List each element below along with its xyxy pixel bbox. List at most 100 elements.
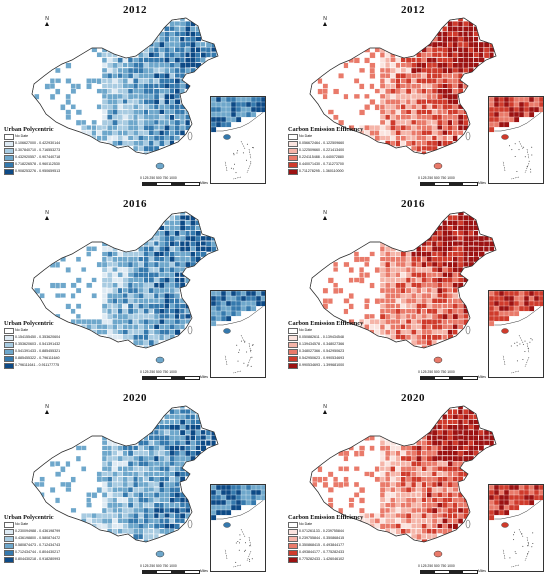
map-panel-p2012-urban: 2012 N ▲ Urban Polycentric No Date 0.10662700… [0,0,270,190]
legend-swatch [288,536,298,542]
legend-class-label: 0.071261133 - 0.239755844 [299,528,344,533]
map-year-title: 2020 [401,392,425,404]
legend-no-data-label: No Date [299,133,313,138]
legend-class-label: 0.432920557 - 0.907440718 [15,154,61,159]
scale-bar-ticks: 0 125 250 500 750 1000 [418,370,455,374]
legend-swatch [288,141,298,147]
legend: No Date 0.050882611 - 0.139434548 0.139434… [288,328,408,374]
north-label: N [323,210,327,216]
legend-title: Carbon Emission Efficiency [288,320,364,327]
legend-swatch [4,155,14,161]
legend-swatch [288,328,298,334]
scale-bar-ticks: 0 125 250 500 750 1000 [140,370,177,374]
legend-class-label: 0.050882611 - 0.139434548 [299,334,344,339]
legend-class-label: 0.493844177 - 0.775282433 [299,549,345,554]
map-panel-p2020-cee: 2020 N ▲ Carbon Emission Efficiency No Date 0… [278,388,548,578]
legend-class-label: 0.990534693 - 1.399681000 [299,362,345,367]
scale-bar-unit: Miles [478,181,486,185]
legend-class-label: 0.541391433 - 0.885455321 [15,348,61,353]
south-china-sea-inset [488,484,545,572]
choropleth-map [31,211,219,364]
prefecture-cells [312,406,495,542]
map-panel-p2016-urban: 2016 N ▲ Urban Polycentric No Date 0.15415545… [0,194,270,384]
legend-class-label: 0.796111641 - 0.911177775 [15,362,60,367]
south-china-sea-inset [210,484,267,572]
legend-class-label: 0.440071430 - 0.711273700 [299,161,344,166]
legend-class-label: 0.718226578 - 0.960112530 [15,161,60,166]
scale-bar-ticks: 0 125 250 500 750 1000 [418,564,455,568]
legend-swatch [288,342,298,348]
legend-swatch [4,543,14,549]
inset-map [488,96,545,180]
legend-class-label: 0.353620603 - 0.541391432 [15,341,61,346]
inset-map [210,290,267,374]
scale-bar [142,182,200,186]
legend: No Date 0.106627000 - 0.422930144 0.307840… [4,134,124,180]
north-label: N [45,16,49,22]
legend: No Date 0.154155450 - 0.353620604 0.353620… [4,328,124,374]
legend-swatch [288,155,298,161]
legend-class-label: 0.712434744 - 0.804430217 [15,549,61,554]
south-china-sea-inset [210,290,267,378]
legend-class-label: 0.307840710 - 0.716553273 [15,147,61,152]
north-arrow-icon: N ▲ [43,404,51,416]
scale-bar-unit: Miles [478,569,486,573]
north-arrow-icon: N ▲ [43,210,51,222]
legend-class-label: 0.542950623 - 0.990534693 [299,355,345,360]
legend: No Date 0.071261133 - 0.239755844 0.239755… [288,522,408,568]
inset-map [210,484,267,568]
legend-class-label: 0.804430218 - 0.918280993 [15,556,61,561]
prefecture-cells [34,212,217,348]
scale-bar [142,570,200,574]
choropleth-map [31,17,219,170]
legend-swatch [4,335,14,341]
north-arrow-icon: N ▲ [43,16,51,28]
legend-class-label: 0.154155450 - 0.353620604 [15,334,61,339]
scale-bar-ticks: 0 125 250 500 750 1000 [140,176,177,180]
legend-swatch [4,342,14,348]
south-china-sea-inset [488,290,545,378]
legend-no-data-label: No Date [15,133,29,138]
south-china-sea-inset [488,96,545,184]
map-year-title: 2016 [123,198,147,210]
north-label: N [323,404,327,410]
legend-title: Carbon Emission Efficiency [288,514,364,521]
legend-no-data-label: No Date [15,521,29,526]
legend-swatch [288,557,298,563]
legend-swatch [288,356,298,362]
scale-bar [420,376,478,380]
legend-swatch [288,363,298,369]
legend-swatch [4,356,14,362]
legend-class-label: 0.436198800 - 0.580874472 [15,535,61,540]
north-label: N [45,404,49,410]
map-panel-p2012-cee: 2012 N ▲ Carbon Emission Efficiency No Date 0… [278,0,548,190]
legend-no-data-label: No Date [299,327,313,332]
legend-swatch [4,141,14,147]
prefecture-cells [322,212,495,348]
legend-class-label: 0.139434578 - 0.348027366 [299,341,345,346]
legend-swatch [4,557,14,563]
north-label: N [323,16,327,22]
south-china-sea-inset [210,96,267,184]
legend-class-label: 0.350868415 - 0.493844177 [299,542,345,547]
legend-swatch [288,169,298,175]
legend-swatch [288,349,298,355]
scale-bar-ticks: 0 125 250 500 750 1000 [140,564,177,568]
legend-class-label: 0.908253276 - 0.950659513 [15,168,61,173]
choropleth-map [309,405,497,558]
legend-swatch [288,162,298,168]
legend-swatch [4,169,14,175]
inset-map [488,290,545,374]
legend-swatch [288,543,298,549]
map-panel-p2016-cee: 2016 N ▲ Carbon Emission Efficiency No Date 0… [278,194,548,384]
legend-swatch [288,550,298,556]
legend-swatch [288,522,298,528]
legend-class-label: 0.239755844 - 0.350868415 [299,535,345,540]
scale-bar [142,376,200,380]
legend-swatch [4,522,14,528]
legend-class-label: 0.348027366 - 0.542950623 [299,348,345,353]
inset-map [488,484,545,568]
legend-swatch [4,134,14,140]
legend-swatch [4,363,14,369]
legend-class-label: 0.775282433 - 1.426046102 [299,556,345,561]
